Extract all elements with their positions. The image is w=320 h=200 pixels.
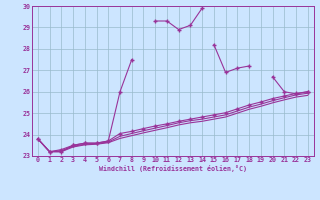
X-axis label: Windchill (Refroidissement éolien,°C): Windchill (Refroidissement éolien,°C) xyxy=(99,165,247,172)
